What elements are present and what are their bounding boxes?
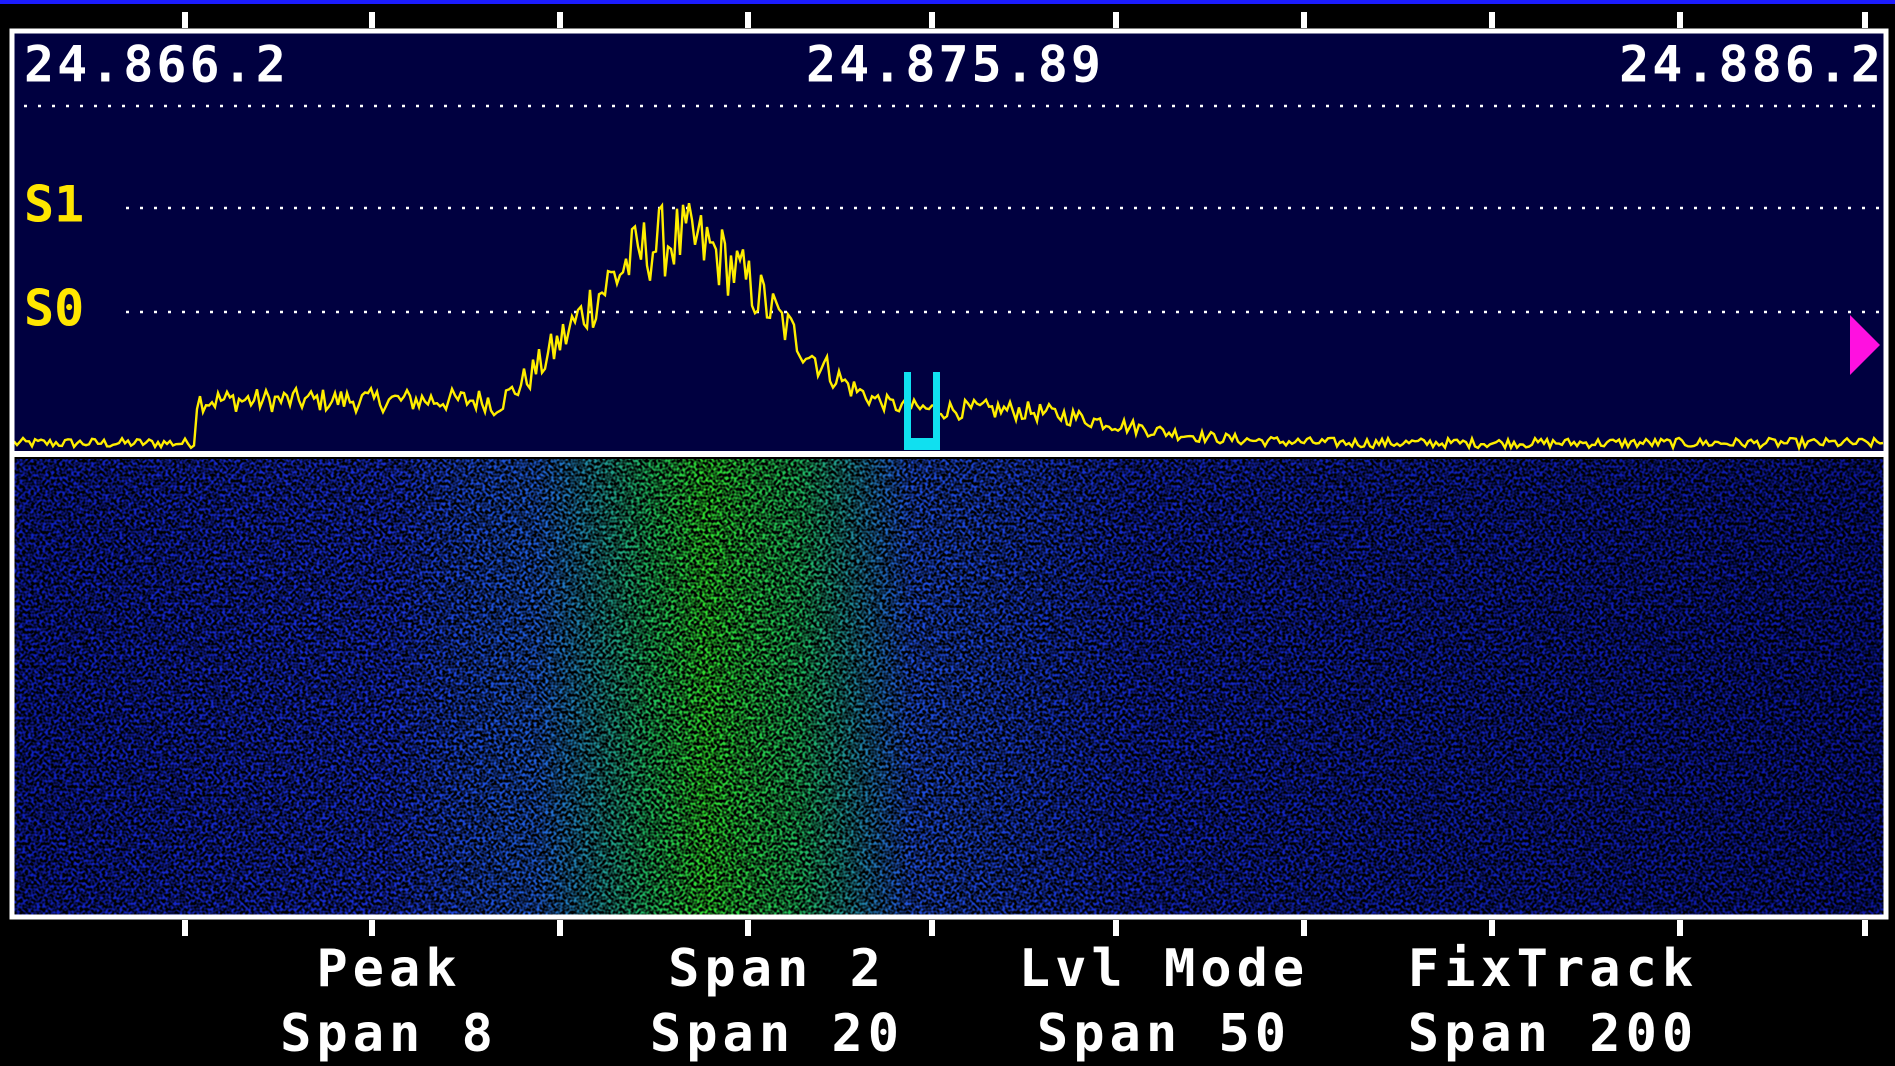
level-label: S0 [24, 280, 84, 338]
soft-key[interactable]: FixTrack [1408, 939, 1698, 999]
frequency-center: 24.875.89 [806, 36, 1104, 94]
frequency-left: 24.866.2 [24, 36, 289, 94]
tick [1113, 920, 1119, 936]
tick [182, 920, 188, 936]
tick [1677, 12, 1683, 28]
tick [929, 920, 935, 936]
tick [1113, 12, 1119, 28]
soft-key[interactable]: Span 8 [280, 1004, 498, 1064]
tick [369, 920, 375, 936]
divider [12, 451, 1886, 457]
tick [557, 12, 563, 28]
tick [929, 12, 935, 28]
soft-key[interactable]: Span 20 [650, 1004, 904, 1064]
tick [1677, 920, 1683, 936]
tick [1301, 12, 1307, 28]
panadapter-screen: 24.866.2 24.875.89 24.886.2 S1 S0 Peak S… [0, 0, 1895, 1066]
tick [369, 12, 375, 28]
tick [1301, 920, 1307, 936]
tick [745, 920, 751, 936]
soft-key[interactable]: Span 200 [1408, 1004, 1698, 1064]
tick [1862, 920, 1868, 936]
soft-key[interactable]: Span 50 [1037, 1004, 1291, 1064]
top-ticks [182, 12, 1868, 28]
top-border [0, 0, 1895, 4]
waterfall [12, 459, 1886, 916]
spectrum-area [12, 31, 1886, 453]
soft-key[interactable]: Span 2 [668, 939, 886, 999]
bottom-ticks [182, 920, 1868, 936]
tick [1489, 12, 1495, 28]
tick [1862, 12, 1868, 28]
tick [745, 12, 751, 28]
tick [182, 12, 188, 28]
frequency-right: 24.886.2 [1619, 36, 1884, 94]
level-label: S1 [24, 176, 84, 234]
tick [557, 920, 563, 936]
soft-key[interactable]: Lvl Mode [1019, 939, 1309, 999]
soft-key[interactable]: Peak [316, 939, 461, 999]
tick [1489, 920, 1495, 936]
